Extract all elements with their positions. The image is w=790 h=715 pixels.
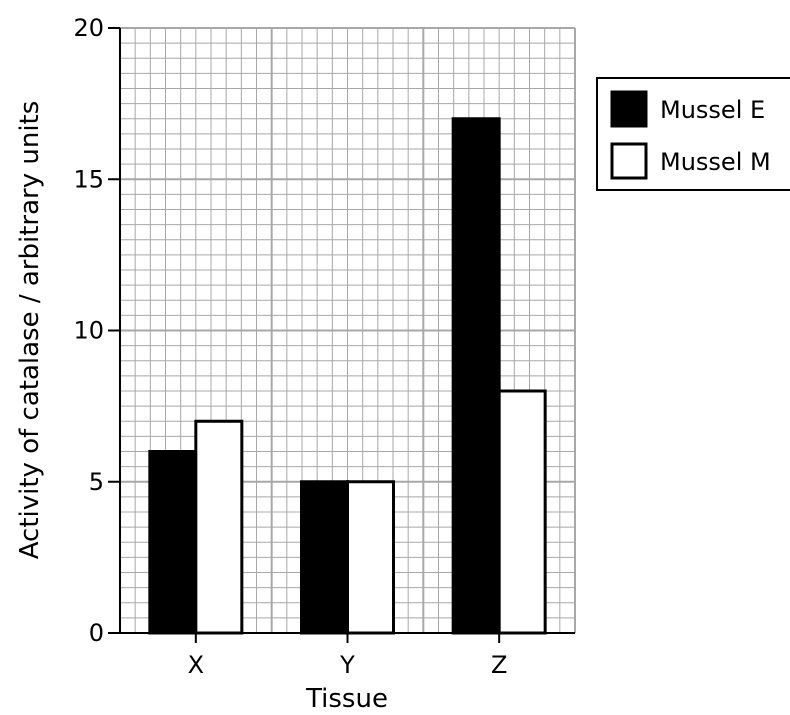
bar-mussel-e-z [451,117,501,635]
y-tick-label: 20 [73,14,104,42]
legend-label: Mussel M [660,148,771,176]
legend-swatch-mussel-e [610,90,648,128]
x-tick-label: Z [491,651,507,679]
bars [148,117,547,635]
x-axis-title: Tissue [305,684,388,714]
y-tick-label: 10 [73,317,104,345]
bar-mussel-m-y [346,480,395,635]
x-tick-label: X [188,651,204,679]
legend-label: Mussel E [660,96,765,124]
x-tick-label: Y [339,651,355,679]
y-tick-label: 5 [89,468,104,496]
bar-mussel-m-z [497,389,547,635]
ticks: 0 5 10 15 20 X Y Z [73,14,507,679]
legend: Mussel E Mussel M [596,77,790,191]
bar-mussel-e-x [148,450,198,635]
y-tick-label: 15 [73,165,104,193]
bar-mussel-m-x [194,419,244,635]
y-axis-title: Activity of catalase / arbitrary units [15,101,45,560]
y-tick-label: 0 [89,619,104,647]
bar-mussel-e-y [300,480,349,635]
legend-swatch-mussel-m [610,142,648,180]
